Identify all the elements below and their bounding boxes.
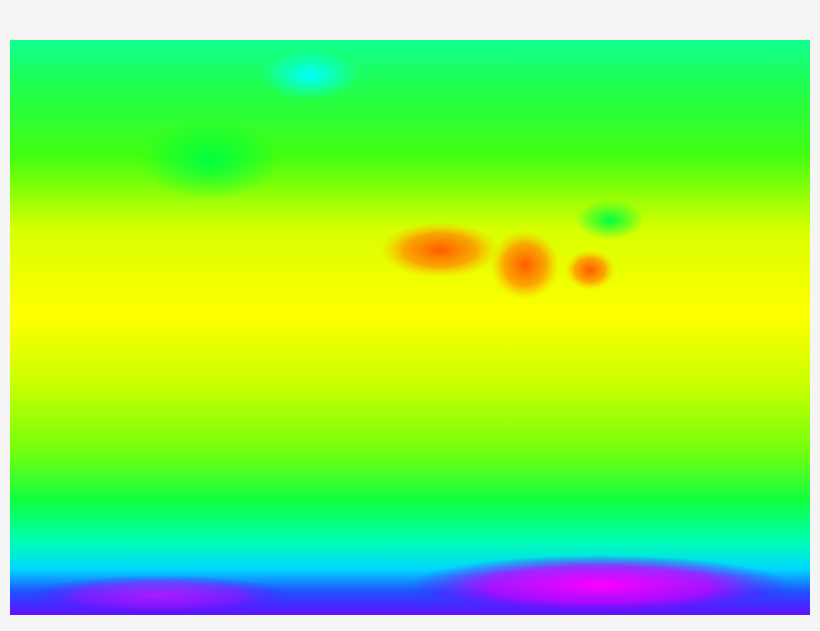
- sahara-region: [380, 222, 500, 278]
- map-canvas: [10, 40, 810, 615]
- temperature-map: [10, 40, 810, 615]
- greenland-region: [260, 50, 360, 100]
- india-region: [565, 250, 615, 290]
- north-america-region: [140, 120, 280, 200]
- east-antarctica-region: [410, 555, 790, 615]
- arabia-region: [490, 230, 560, 300]
- latitude-gradient: [10, 40, 810, 615]
- tibet-region: [575, 200, 645, 240]
- west-antarctica-region: [30, 575, 290, 615]
